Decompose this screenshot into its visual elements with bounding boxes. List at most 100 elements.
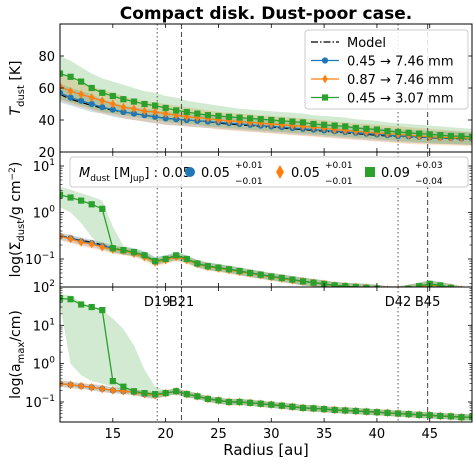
point-green (130, 249, 138, 256)
y-tick-label: 100 (33, 205, 56, 222)
point-green (352, 407, 359, 415)
point-green (299, 404, 307, 411)
y-tick-label: 20 (38, 146, 55, 161)
point-orange (67, 234, 74, 244)
series-line-orange (60, 85, 472, 140)
point-green (78, 301, 85, 308)
point-green (225, 398, 233, 406)
point-green (268, 273, 275, 280)
mass-legend-marker-orange (276, 165, 284, 179)
legend-marker-green (321, 94, 329, 101)
legend-marker-orange (322, 74, 328, 84)
point-green (120, 383, 127, 390)
point-green (342, 123, 349, 130)
point-green (363, 125, 370, 132)
point-green (331, 122, 338, 129)
x-tick-label: 25 (210, 427, 227, 442)
y-axis-label-tdust: Tdust [K] (8, 61, 27, 116)
series-line-green (60, 72, 472, 138)
series-line-green (60, 297, 472, 418)
y-tick-label: 80 (38, 50, 55, 65)
y-tick-label: 102 (33, 279, 55, 296)
plot-area-sigma (60, 152, 467, 287)
y-tick-label: 100 (33, 356, 56, 373)
y-tick-label: 101 (33, 317, 55, 334)
point-green (247, 269, 254, 277)
point-green (289, 403, 296, 410)
mass-legend: Mdust [MJup] : 0.05 0.05 +0.01 −0.01 0.05 +0.… (69, 156, 469, 188)
point-green (183, 391, 190, 398)
point-green (204, 395, 211, 403)
point-green (130, 98, 138, 105)
panel-tdust: 20 40 60 80 Tdust [K] Model 0.45 → 7.46 mm 0.87… (8, 23, 473, 161)
point-orange (110, 386, 116, 395)
point-green (363, 284, 370, 287)
point-green (225, 266, 233, 273)
point-green (215, 264, 222, 271)
point-green (299, 278, 307, 285)
point-green (67, 296, 74, 303)
point-green (458, 133, 465, 140)
point-green (384, 286, 391, 287)
point-green (373, 126, 381, 133)
point-green (352, 124, 359, 132)
point-green (204, 263, 211, 270)
point-green (120, 96, 127, 103)
point-green (363, 408, 370, 415)
point-green (458, 414, 465, 421)
mass-legend-prefix: Mdust [MJup] : 0.05 (79, 166, 191, 184)
point-green (447, 132, 454, 140)
point-green (173, 388, 180, 395)
mass-legend-value-green: 0.09 (381, 166, 410, 181)
plot-area-amax (60, 287, 472, 422)
point-blue (67, 94, 74, 101)
mass-legend-lower-blue: −0.01 (235, 177, 263, 187)
point-blue (385, 286, 390, 287)
point-green (173, 107, 180, 114)
series-line-blue (60, 92, 472, 140)
point-green (310, 405, 317, 412)
point-green (88, 201, 95, 208)
panel-sigma: 10−1 100 101 log(Σdust/g cm−2) Mdust [MJup] … (8, 151, 473, 288)
mass-legend-value-blue: 0.05 (201, 166, 230, 181)
x-tick-label: 15 (105, 427, 122, 442)
point-blue (99, 104, 106, 111)
point-green (78, 78, 85, 85)
point-green (141, 390, 148, 397)
mass-legend-upper-blue: +0.01 (235, 161, 263, 171)
band-green (60, 186, 467, 287)
point-green (225, 113, 233, 120)
point-green (447, 413, 454, 420)
point-green (151, 102, 159, 109)
point-green (278, 402, 285, 409)
point-orange (88, 383, 95, 392)
point-green (384, 128, 391, 135)
point-green (437, 282, 444, 287)
point-green (99, 89, 106, 96)
point-green (405, 285, 412, 287)
x-axis-label: Radius [au] (223, 441, 308, 459)
y-axis-label-amax: log(amax/cm) (8, 310, 27, 399)
mass-legend-upper-orange: +0.01 (325, 161, 353, 171)
legend-frame (304, 29, 469, 110)
point-green (416, 130, 423, 137)
gap-label-B45: B45 (415, 295, 440, 310)
band-green (60, 56, 472, 145)
point-green (299, 119, 307, 126)
point-orange (152, 107, 158, 117)
point-green (162, 390, 169, 397)
mass-legend-upper-green: +0.03 (415, 161, 443, 171)
point-orange (88, 93, 95, 102)
point-green (236, 114, 243, 121)
point-green (289, 276, 296, 283)
x-tick-label: 35 (316, 427, 333, 442)
point-orange (141, 106, 148, 116)
point-green (141, 100, 148, 108)
point-green (151, 391, 159, 398)
y-axis-label-sigma: log(Σdust/g cm−2) (8, 162, 27, 278)
point-green (373, 409, 381, 416)
point-green (130, 388, 138, 395)
legend-marker-blue (321, 57, 329, 64)
legend-label-blue: 0.45 → 7.46 mm (347, 55, 454, 70)
